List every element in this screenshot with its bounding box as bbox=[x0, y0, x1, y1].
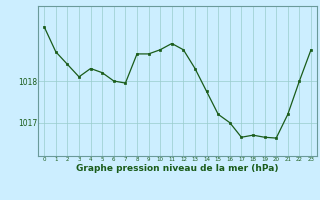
X-axis label: Graphe pression niveau de la mer (hPa): Graphe pression niveau de la mer (hPa) bbox=[76, 164, 279, 173]
